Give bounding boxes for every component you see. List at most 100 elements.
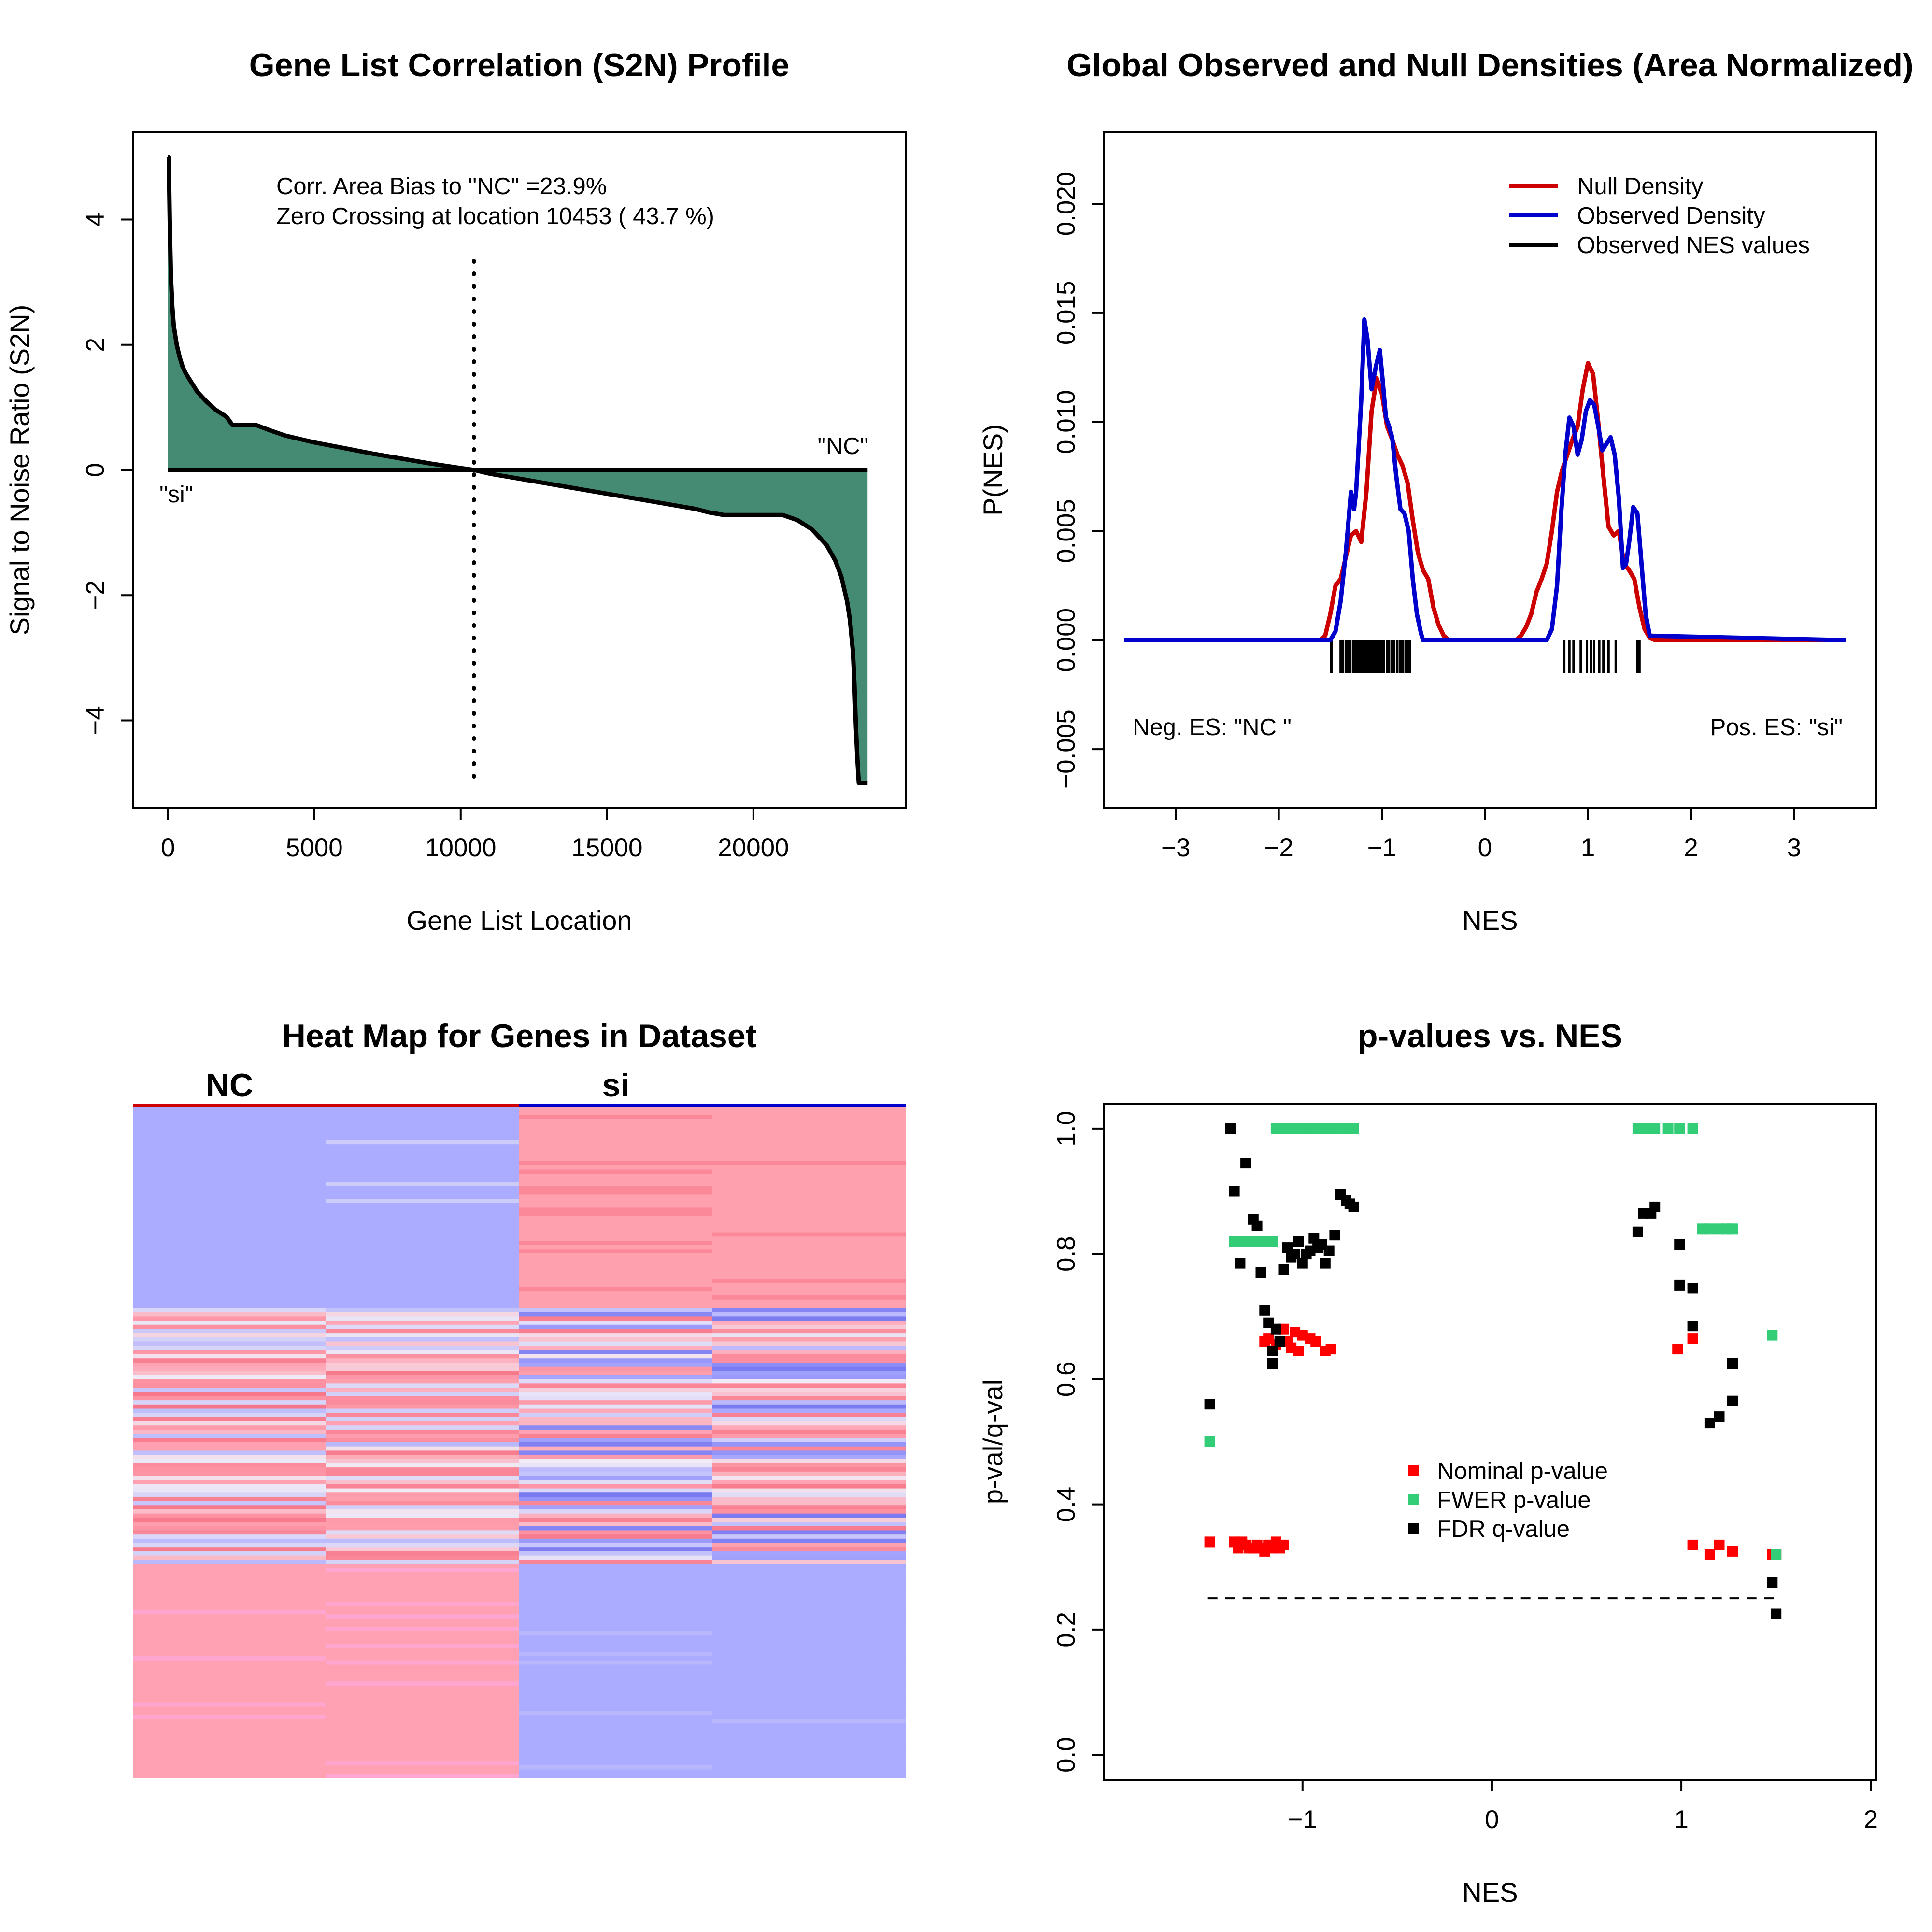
heatmap-cell (519, 1169, 712, 1174)
heatmap-cell (133, 1467, 326, 1472)
heatmap-cell (326, 1308, 519, 1313)
heatmap-cell (519, 1727, 712, 1733)
heatmap-cell (133, 1765, 326, 1770)
heatmap-cell (326, 1157, 519, 1162)
heatmap-cell (712, 1560, 906, 1564)
heatmap-cell (133, 1685, 326, 1690)
fwer-p-point (1771, 1549, 1782, 1560)
heatmap-cell (133, 1484, 326, 1489)
heatmap-cell (712, 1476, 906, 1480)
heatmap-cell (326, 1429, 519, 1435)
heatmap-cell (133, 1723, 326, 1728)
heatmap-cell (519, 1324, 712, 1330)
heatmap-cell (326, 1400, 519, 1405)
heatmap-cell (326, 1480, 519, 1485)
area-bias-annotation: Corr. Area Bias to "NC" =23.9% (276, 173, 607, 199)
heatmap-cell (326, 1299, 519, 1304)
fdr-q-point (1290, 1249, 1301, 1260)
heatmap-cell (712, 1757, 906, 1762)
heatmap-cell (712, 1513, 906, 1518)
density-x-tick-label: −3 (1161, 834, 1190, 862)
pvalue-y-tick-label: 0.8 (1052, 1236, 1080, 1272)
heatmap-cells (133, 1107, 906, 1778)
heatmap-cell (133, 1388, 326, 1392)
heatmap-cell (712, 1538, 906, 1544)
heatmap-cell (133, 1421, 326, 1426)
heatmap-cell (326, 1408, 519, 1413)
heatmap-cell (326, 1568, 519, 1573)
heatmap-cell (712, 1534, 906, 1539)
heatmap-cell (326, 1602, 519, 1606)
heatmap-cell (519, 1723, 712, 1728)
heatmap-cell (712, 1563, 906, 1569)
heatmap-cell (133, 1308, 326, 1313)
heatmap-cell (133, 1241, 326, 1246)
heatmap-cell (326, 1228, 519, 1233)
heatmap-cell (712, 1589, 906, 1594)
fwer-p-point (1767, 1330, 1778, 1341)
heatmap-cell (712, 1723, 906, 1728)
heatmap-cell (326, 1597, 519, 1602)
density-legend: Null Density Observed Density Observed N… (1509, 173, 1810, 258)
heatmap-cell (519, 1165, 712, 1170)
heatmap-cell (133, 1627, 326, 1632)
heatmap-cell (326, 1635, 519, 1640)
heatmap-cell (519, 1266, 712, 1271)
heatmap-cell (712, 1505, 906, 1510)
heatmap-cell (519, 1241, 712, 1246)
heatmap-cell (326, 1165, 519, 1170)
heatmap-cell (326, 1350, 519, 1355)
heatmap-cell (326, 1291, 519, 1296)
heatmap-cell (326, 1627, 519, 1632)
heatmap-cell (133, 1203, 326, 1208)
heatmap-cell (133, 1321, 326, 1325)
heatmap-cell (519, 1711, 712, 1716)
heatmap-cell (712, 1614, 906, 1619)
heatmap-cell (133, 1136, 326, 1141)
heatmap-cell (519, 1413, 712, 1418)
heatmap-cell (326, 1203, 519, 1208)
heatmap-cell (712, 1157, 906, 1162)
heatmap-cell (712, 1299, 906, 1304)
heatmap-cell (519, 1232, 712, 1237)
fdr-q-point (1714, 1411, 1725, 1422)
heatmap-cell (133, 1543, 326, 1548)
heatmap-cell (326, 1736, 519, 1741)
heatmap-cell (519, 1362, 712, 1367)
heatmap-group-label-nc: NC (206, 1067, 253, 1104)
heatmap-cell (712, 1207, 906, 1212)
heatmap-cell (133, 1329, 326, 1334)
heatmap-cell (326, 1455, 519, 1460)
heatmap-cell (326, 1119, 519, 1124)
heatmap-cell (519, 1534, 712, 1539)
heatmap-cell (133, 1547, 326, 1552)
heatmap-cell (712, 1744, 906, 1749)
heatmap-title: Heat Map for Genes in Dataset (282, 1018, 756, 1054)
heatmap-cell (712, 1316, 906, 1321)
heatmap-cell (519, 1224, 712, 1229)
heatmap-cell (133, 1249, 326, 1254)
heatmap-cell (326, 1434, 519, 1438)
heatmap-cell (519, 1748, 712, 1753)
heatmap-cell (326, 1677, 519, 1682)
heatmap-cell (712, 1719, 906, 1724)
heatmap-cell (326, 1136, 519, 1141)
heatmap-cell (326, 1496, 519, 1502)
heatmap-cell (712, 1169, 906, 1174)
heatmap-cell (326, 1279, 519, 1283)
heatmap-cell (133, 1299, 326, 1304)
heatmap-cell (326, 1727, 519, 1733)
heatmap-cell (712, 1459, 906, 1464)
heatmap-cell (326, 1123, 519, 1128)
heatmap-cell (712, 1732, 906, 1736)
s2n-y-tick-label: −4 (81, 706, 110, 735)
heatmap-cell (712, 1484, 906, 1489)
heatmap-cell (133, 1425, 326, 1430)
heatmap-cell (712, 1488, 906, 1493)
heatmap-cell (133, 1228, 326, 1233)
heatmap-cell (712, 1577, 906, 1581)
heatmap-cell (326, 1463, 519, 1468)
legend-fwer-marker (1408, 1494, 1419, 1505)
heatmap-cell (712, 1446, 906, 1451)
pvalue-plot-area (1204, 1123, 1782, 1619)
